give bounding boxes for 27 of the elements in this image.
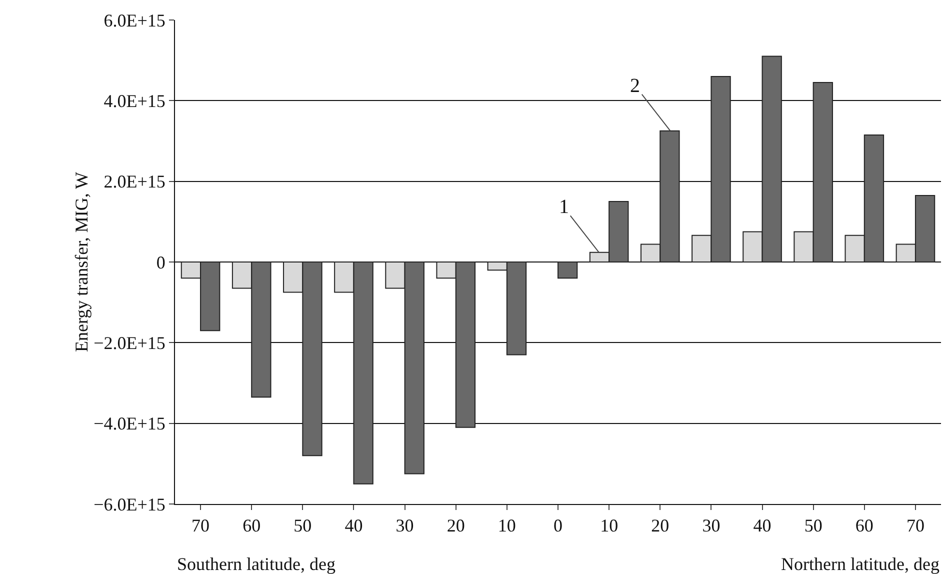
y-tick-label: −2.0E+15	[94, 332, 166, 353]
y-tick-label: 2.0E+15	[104, 172, 166, 192]
x-tick-label: 30	[396, 516, 414, 536]
y-tick-label: 4.0E+15	[104, 90, 166, 111]
text: Northern latitude, deg	[781, 554, 940, 574]
x-tick-label: 50	[804, 516, 822, 536]
x-tick-label: 10	[600, 516, 618, 536]
x-tick-label: 40	[753, 516, 772, 536]
x-tick-label: 0	[554, 516, 562, 536]
x-tick-label: 20	[446, 516, 465, 536]
x-tick-label: 60	[242, 516, 261, 536]
y-axis-title: Energy transfer, MIG, W	[72, 172, 92, 352]
x-tick-label: 20	[651, 516, 670, 536]
y-tick-label: 6.0E+15	[104, 10, 166, 30]
x-tick-label: 30	[702, 516, 720, 536]
y-tick-label: 0	[156, 252, 166, 272]
x-tick-label: 50	[294, 516, 312, 536]
x-tick-label: 70	[906, 516, 924, 536]
text: 1	[559, 196, 569, 218]
text: Southern latitude, deg	[177, 554, 336, 574]
y-tick-label: −4.0E+15	[94, 414, 166, 434]
x-tick-label: 10	[498, 516, 516, 536]
series-label: 2	[630, 75, 640, 97]
x-tick-label: 60	[855, 516, 874, 536]
x-tick-label: 70	[192, 516, 210, 536]
y-tick-label: −6.0E+15	[94, 494, 166, 514]
x-tick-label: 40	[344, 516, 363, 536]
